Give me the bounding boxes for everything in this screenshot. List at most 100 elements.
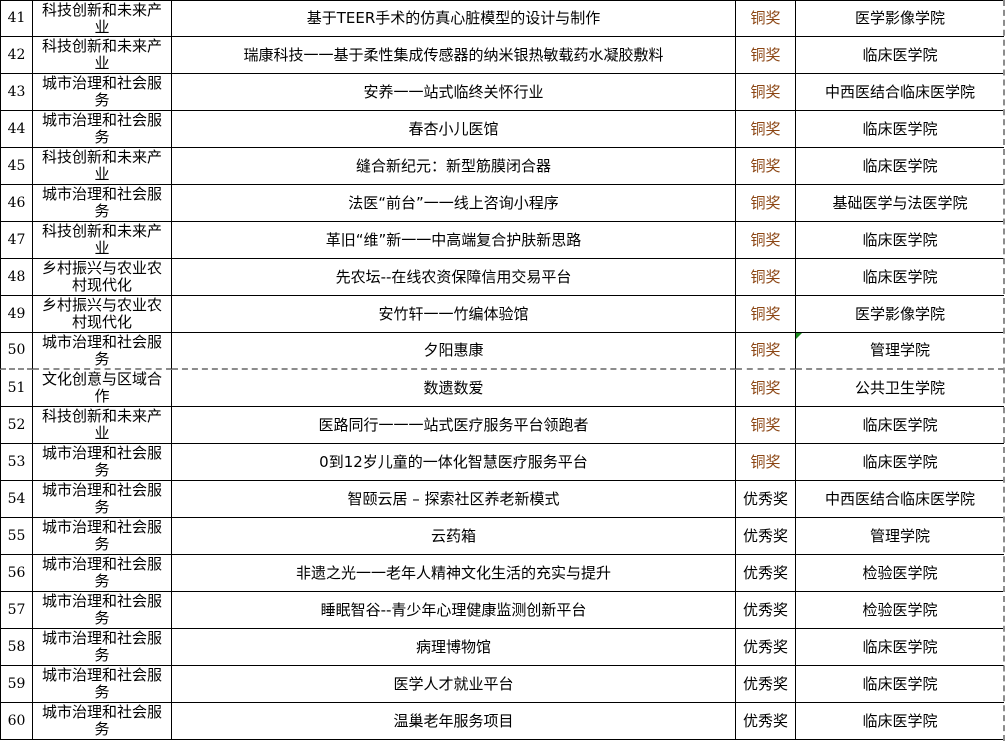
row-number-cell[interactable]: 44: [0, 111, 33, 148]
category-cell[interactable]: 城市治理和社会服务: [33, 555, 172, 592]
row-number-cell[interactable]: 54: [0, 481, 33, 518]
category-cell[interactable]: 城市治理和社会服务: [33, 444, 172, 481]
project-title-cell[interactable]: 安养一一站式临终关怀行业: [172, 74, 736, 111]
project-title-cell[interactable]: 睡眠智谷--青少年心理健康监测创新平台: [172, 592, 736, 629]
category-cell[interactable]: 科技创新和未来产业: [33, 407, 172, 444]
college-cell[interactable]: 临床医学院: [796, 629, 1004, 666]
project-title-cell[interactable]: 医学人才就业平台: [172, 666, 736, 703]
category-cell[interactable]: 城市治理和社会服务: [33, 185, 172, 222]
college-cell[interactable]: 临床医学院: [796, 666, 1004, 703]
category-cell[interactable]: 城市治理和社会服务: [33, 703, 172, 740]
row-number-cell[interactable]: 48: [0, 259, 33, 296]
project-title-cell[interactable]: 非遗之光一一老年人精神文化生活的充实与提升: [172, 555, 736, 592]
category-cell[interactable]: 城市治理和社会服务: [33, 74, 172, 111]
college-cell[interactable]: 临床医学院: [796, 222, 1004, 259]
category-cell[interactable]: 乡村振兴与农业农村现代化: [33, 259, 172, 296]
row-number-cell[interactable]: 57: [0, 592, 33, 629]
award-cell[interactable]: 铜奖: [736, 0, 796, 37]
award-cell[interactable]: 铜奖: [736, 333, 796, 370]
award-cell[interactable]: 铜奖: [736, 259, 796, 296]
award-cell[interactable]: 铜奖: [736, 111, 796, 148]
college-cell[interactable]: 临床医学院: [796, 703, 1004, 740]
college-cell[interactable]: 临床医学院: [796, 259, 1004, 296]
category-cell[interactable]: 城市治理和社会服务: [33, 481, 172, 518]
row-number-cell[interactable]: 59: [0, 666, 33, 703]
college-cell[interactable]: 临床医学院: [796, 37, 1004, 74]
category-cell[interactable]: 科技创新和未来产业: [33, 148, 172, 185]
college-cell[interactable]: 中西医结合临床医学院: [796, 481, 1004, 518]
row-number-cell[interactable]: 55: [0, 518, 33, 555]
award-cell[interactable]: 铜奖: [736, 74, 796, 111]
row-number-cell[interactable]: 47: [0, 222, 33, 259]
project-title-cell[interactable]: 安竹轩一一竹编体验馆: [172, 296, 736, 333]
project-title-cell[interactable]: 温巢老年服务项目: [172, 703, 736, 740]
project-title-cell[interactable]: 革旧“维”新一一中高端复合护肤新思路: [172, 222, 736, 259]
category-cell[interactable]: 科技创新和未来产业: [33, 0, 172, 37]
project-title-cell[interactable]: 数遗数爱: [172, 370, 736, 407]
award-cell[interactable]: 铜奖: [736, 37, 796, 74]
row-number-cell[interactable]: 58: [0, 629, 33, 666]
award-cell[interactable]: 优秀奖: [736, 666, 796, 703]
award-cell[interactable]: 铜奖: [736, 185, 796, 222]
award-cell[interactable]: 优秀奖: [736, 518, 796, 555]
project-title-cell[interactable]: 医路同行一一一站式医疗服务平台领跑者: [172, 407, 736, 444]
project-title-cell[interactable]: 基于TEER手术的仿真心脏模型的设计与制作: [172, 0, 736, 37]
category-cell[interactable]: 文化创意与区域合作: [33, 370, 172, 407]
category-cell[interactable]: 城市治理和社会服务: [33, 111, 172, 148]
category-cell[interactable]: 城市治理和社会服务: [33, 518, 172, 555]
award-cell[interactable]: 铜奖: [736, 222, 796, 259]
college-cell[interactable]: 临床医学院: [796, 444, 1004, 481]
project-title-cell[interactable]: 0到12岁儿童的一体化智慧医疗服务平台: [172, 444, 736, 481]
category-cell[interactable]: 科技创新和未来产业: [33, 222, 172, 259]
category-cell[interactable]: 乡村振兴与农业农村现代化: [33, 296, 172, 333]
award-cell[interactable]: 优秀奖: [736, 629, 796, 666]
award-cell[interactable]: 优秀奖: [736, 592, 796, 629]
row-number-cell[interactable]: 51: [0, 370, 33, 407]
category-cell[interactable]: 城市治理和社会服务: [33, 666, 172, 703]
category-cell[interactable]: 科技创新和未来产业: [33, 37, 172, 74]
college-cell[interactable]: 公共卫生学院: [796, 370, 1004, 407]
project-title-cell[interactable]: 瑞康科技一一基于柔性集成传感器的纳米银热敏载药水凝胶敷料: [172, 37, 736, 74]
award-cell[interactable]: 铜奖: [736, 370, 796, 407]
award-cell[interactable]: 铜奖: [736, 444, 796, 481]
row-number-cell[interactable]: 42: [0, 37, 33, 74]
row-number-cell[interactable]: 50: [0, 333, 33, 370]
college-cell[interactable]: 管理学院: [796, 518, 1004, 555]
award-cell[interactable]: 优秀奖: [736, 555, 796, 592]
row-number-cell[interactable]: 60: [0, 703, 33, 740]
category-cell[interactable]: 城市治理和社会服务: [33, 333, 172, 370]
award-cell[interactable]: 优秀奖: [736, 703, 796, 740]
category-cell[interactable]: 城市治理和社会服务: [33, 592, 172, 629]
college-cell[interactable]: 医学影像学院: [796, 296, 1004, 333]
project-title-cell[interactable]: 先农坛--在线农资保障信用交易平台: [172, 259, 736, 296]
row-number-cell[interactable]: 45: [0, 148, 33, 185]
row-number-cell[interactable]: 43: [0, 74, 33, 111]
college-cell[interactable]: 临床医学院: [796, 111, 1004, 148]
college-cell[interactable]: 管理学院: [796, 333, 1004, 370]
college-cell[interactable]: 临床医学院: [796, 407, 1004, 444]
college-cell[interactable]: 中西医结合临床医学院: [796, 74, 1004, 111]
project-title-cell[interactable]: 夕阳惠康: [172, 333, 736, 370]
project-title-cell[interactable]: 病理博物馆: [172, 629, 736, 666]
college-cell[interactable]: 医学影像学院: [796, 0, 1004, 37]
college-cell[interactable]: 检验医学院: [796, 555, 1004, 592]
award-cell[interactable]: 铜奖: [736, 296, 796, 333]
award-cell[interactable]: 优秀奖: [736, 481, 796, 518]
row-number-cell[interactable]: 52: [0, 407, 33, 444]
project-title-cell[interactable]: 智颐云居 – 探索社区养老新模式: [172, 481, 736, 518]
row-number-cell[interactable]: 49: [0, 296, 33, 333]
college-cell[interactable]: 检验医学院: [796, 592, 1004, 629]
project-title-cell[interactable]: 法医“前台”一一线上咨询小程序: [172, 185, 736, 222]
project-title-cell[interactable]: 云药箱: [172, 518, 736, 555]
row-number-cell[interactable]: 46: [0, 185, 33, 222]
award-cell[interactable]: 铜奖: [736, 148, 796, 185]
project-title-cell[interactable]: 春杏小儿医馆: [172, 111, 736, 148]
project-title-cell[interactable]: 缝合新纪元：新型筋膜闭合器: [172, 148, 736, 185]
college-cell[interactable]: 基础医学与法医学院: [796, 185, 1004, 222]
row-number-cell[interactable]: 41: [0, 0, 33, 37]
row-number-cell[interactable]: 53: [0, 444, 33, 481]
category-cell[interactable]: 城市治理和社会服务: [33, 629, 172, 666]
award-cell[interactable]: 铜奖: [736, 407, 796, 444]
row-number-cell[interactable]: 56: [0, 555, 33, 592]
college-cell[interactable]: 临床医学院: [796, 148, 1004, 185]
